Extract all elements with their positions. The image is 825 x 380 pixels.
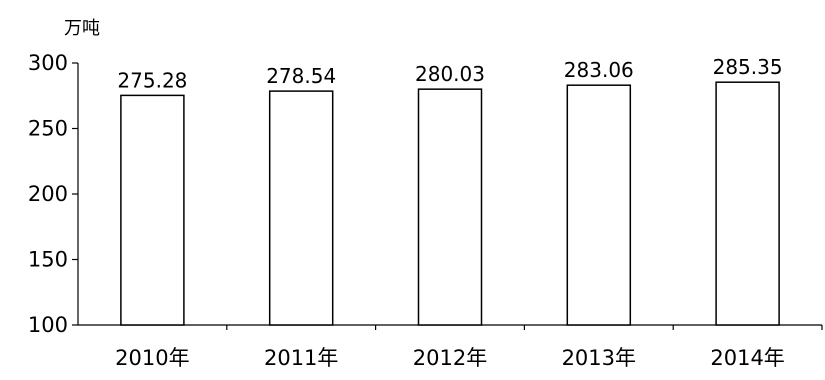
bar — [120, 94, 185, 326]
y-tick-labels: 100 150 200 250 300 — [28, 51, 68, 337]
x-tick-label: 2014年 — [710, 346, 784, 370]
y-tick-label: 300 — [28, 51, 68, 75]
data-label: 280.03 — [415, 62, 485, 86]
bar — [417, 88, 483, 326]
x-tick-labels: 2010年 2011年 2012年 2013年 2014年 — [115, 346, 785, 370]
x-tick-label: 2013年 — [562, 346, 636, 370]
bar — [715, 81, 780, 326]
y-tick-label: 150 — [28, 248, 68, 272]
x-tick-label: 2011年 — [264, 346, 338, 370]
y-tick-label: 200 — [28, 182, 68, 206]
x-tick-label: 2010年 — [115, 346, 189, 370]
data-label: 285.35 — [713, 55, 783, 79]
bar — [566, 84, 632, 326]
bars — [120, 81, 780, 326]
bar — [268, 90, 334, 326]
y-tick-label: 100 — [28, 313, 68, 337]
x-tick-label: 2012年 — [413, 346, 487, 370]
y-tick-label: 250 — [28, 117, 68, 141]
data-label: 283.06 — [564, 58, 634, 82]
value-labels: 275.28 278.54 280.03 283.06 285.35 — [117, 55, 782, 92]
data-label: 278.54 — [266, 64, 336, 88]
y-axis-unit-label: 万吨 — [64, 18, 100, 39]
data-label: 275.28 — [117, 68, 187, 92]
